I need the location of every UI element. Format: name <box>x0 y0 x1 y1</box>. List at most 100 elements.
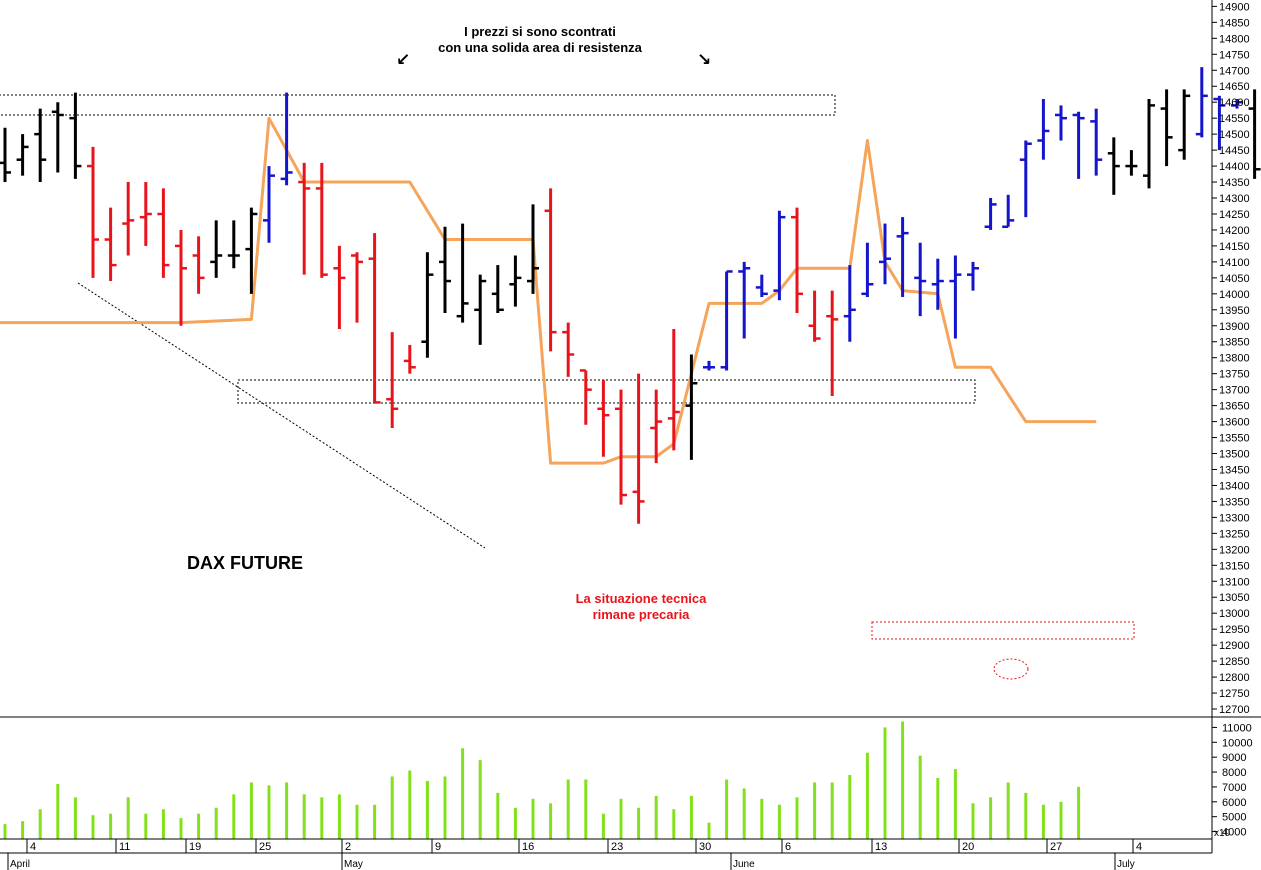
volume-bar <box>1077 786 1081 839</box>
ohlc-bar <box>755 274 768 298</box>
price-tick-label: 12750 <box>1219 688 1250 700</box>
ohlc-bar <box>263 166 275 243</box>
ohlc-bar <box>843 265 856 342</box>
ohlc-bar <box>879 223 891 285</box>
date-tick-label: 11 <box>119 841 130 853</box>
volume-bar <box>390 776 394 839</box>
ohlc-bar <box>351 252 363 323</box>
date-tick-label: 30 <box>699 841 711 853</box>
volume-bar <box>21 821 25 839</box>
volume-bar <box>373 804 377 839</box>
volume-bar <box>443 776 447 839</box>
price-tick-label: 13700 <box>1219 385 1250 397</box>
date-tick-label: 16 <box>522 841 534 853</box>
ohlc-bar <box>1002 194 1015 229</box>
ohlc-bar <box>544 188 557 352</box>
ohlc-bar <box>896 217 909 298</box>
volume-bar <box>1006 782 1010 839</box>
price-tick-label: 13600 <box>1219 417 1250 429</box>
ohlc-bar <box>122 182 135 256</box>
volume-bar <box>91 815 95 839</box>
ohlc-bar <box>1072 111 1085 179</box>
price-tick-label: 14900 <box>1219 1 1250 13</box>
volume-bar <box>989 797 993 839</box>
volume-bar <box>637 807 641 839</box>
date-tick-label: 23 <box>611 841 623 853</box>
volume-bar <box>214 807 218 839</box>
volume-bar <box>830 782 834 839</box>
volume-bar <box>883 727 887 839</box>
volume-bar <box>513 807 517 839</box>
ohlc-bar <box>967 261 979 291</box>
price-tick-label: 12800 <box>1219 672 1250 684</box>
volume-bar <box>707 822 711 839</box>
ohlc-bar <box>1143 99 1155 189</box>
volume-bar <box>865 752 869 839</box>
volume-bar <box>56 783 60 839</box>
ohlc-bar <box>615 389 627 505</box>
volume-bar <box>654 795 658 839</box>
volume-bar <box>249 782 253 839</box>
volume-tick-label: 4000 <box>1222 827 1246 839</box>
volume-bar <box>1041 804 1045 839</box>
resistance-annotation-line1: I prezzi si sono scontrati <box>464 24 616 39</box>
ohlc-bar <box>69 92 82 179</box>
ohlc-bar <box>87 146 99 278</box>
volume-bar <box>918 755 922 839</box>
volume-bar <box>73 797 77 839</box>
price-tick-label: 14000 <box>1219 289 1250 301</box>
price-tick-label: 12950 <box>1219 624 1250 636</box>
price-tick-label: 13800 <box>1219 353 1250 365</box>
price-tick-label: 13100 <box>1219 576 1250 588</box>
ohlc-bar <box>175 229 187 326</box>
volume-bar <box>901 721 905 839</box>
ohlc-bar <box>34 108 47 183</box>
volume-bar <box>144 813 148 839</box>
ohlc-bar <box>1107 137 1120 195</box>
volume-tick-label: 7000 <box>1222 782 1246 794</box>
price-tick-label: 12900 <box>1219 640 1250 652</box>
ohlc-bar <box>51 102 64 173</box>
ohlc-bar <box>227 220 240 269</box>
price-tick-label: 14800 <box>1219 33 1250 45</box>
volume-tick-label: 10000 <box>1222 737 1253 749</box>
price-tick-label: 13550 <box>1219 433 1250 445</box>
ohlc-bar <box>1178 89 1191 160</box>
volume-bar <box>742 788 746 839</box>
volume-bars <box>3 721 1081 839</box>
volume-bar <box>813 782 817 839</box>
volume-bar <box>725 779 729 839</box>
price-tick-label: 13150 <box>1219 560 1250 572</box>
ohlc-bar <box>368 233 381 404</box>
date-tick-label: 20 <box>962 841 974 853</box>
ohlc-bar <box>685 354 698 460</box>
volume-bar <box>619 798 623 839</box>
ohlc-bar <box>931 258 944 310</box>
volume-bar <box>109 813 113 839</box>
volume-bar <box>566 779 570 839</box>
volume-bar <box>302 794 306 839</box>
ohlc-bar <box>439 226 451 313</box>
volume-bar <box>267 785 271 839</box>
price-tick-label: 13200 <box>1219 544 1250 556</box>
date-tick-label: 27 <box>1050 841 1062 853</box>
price-tick-label: 14700 <box>1219 65 1250 77</box>
ohlc-bar <box>315 162 328 278</box>
volume-bar <box>848 775 852 839</box>
ohlc-bar <box>1037 99 1050 160</box>
resistance-annotation-line2: con una solida area di resistenza <box>438 40 642 55</box>
date-tick-label: 4 <box>1136 841 1142 853</box>
ohlc-bar <box>0 127 11 183</box>
volume-bar <box>425 780 429 839</box>
ohlc-bar <box>16 134 29 176</box>
price-tick-label: 14200 <box>1219 225 1250 237</box>
ohlc-bar <box>1125 150 1138 176</box>
date-tick-label: 9 <box>435 841 441 853</box>
price-tick-label: 14150 <box>1219 241 1250 253</box>
low-highlight-circle <box>993 658 1029 680</box>
ohlc-bar <box>157 188 170 278</box>
price-tick-label: 13750 <box>1219 369 1250 381</box>
ohlc-bar <box>914 242 927 317</box>
date-tick-label: 13 <box>875 841 887 853</box>
